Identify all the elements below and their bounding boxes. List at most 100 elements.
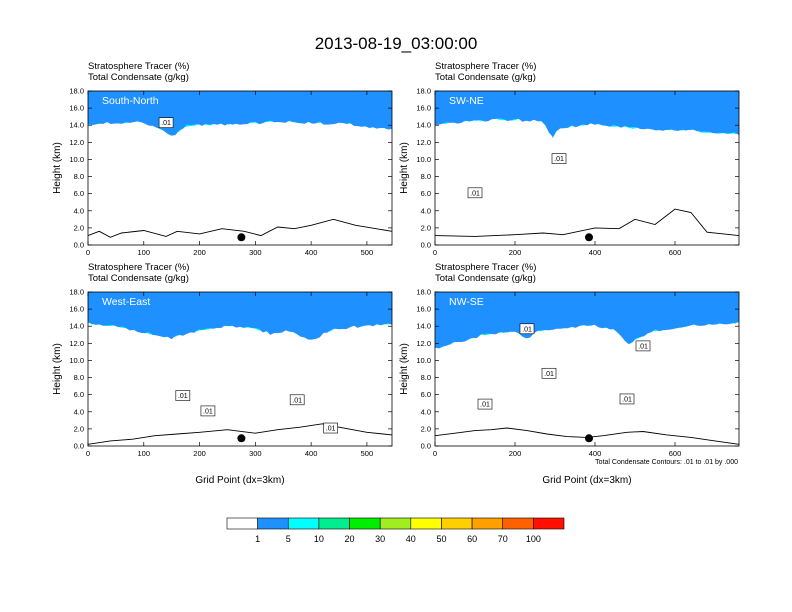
panel-2: .01 .01 .01 .01 West-East Stratosphere Tracer… bbox=[52, 262, 393, 486]
y-tick-label: 6.0 bbox=[74, 390, 84, 399]
colorbar-label: 5 bbox=[286, 534, 291, 544]
x-tick-label: 300 bbox=[249, 248, 262, 257]
location-marker bbox=[237, 233, 246, 242]
x-tick-label: 100 bbox=[138, 248, 151, 257]
colorbar-swatch bbox=[349, 517, 381, 530]
plot-area-2: .01 .01 .01 .01 bbox=[88, 292, 392, 446]
x-tick-label: 600 bbox=[669, 449, 682, 458]
y-axis-label: Height (km) bbox=[52, 343, 63, 395]
colorbar-swatch bbox=[379, 517, 412, 530]
y-tick-label: 0.0 bbox=[74, 442, 84, 451]
x-axis-label: Grid Point (dx=3km) bbox=[195, 475, 284, 486]
contour-label-text: .01 bbox=[326, 426, 336, 433]
plot-area-1: .01 .01 bbox=[435, 91, 739, 245]
colorbar-swatch bbox=[471, 517, 504, 530]
contour-label: .01 bbox=[541, 367, 557, 379]
colorbar-label: 60 bbox=[467, 534, 477, 544]
y-tick-label: 4.0 bbox=[421, 407, 431, 416]
x-tick-label: 300 bbox=[249, 449, 262, 458]
contour-label: .01 bbox=[477, 398, 493, 410]
panel-1: .01 .01 SW-NE Stratosphere Tracer (%)Total … bbox=[399, 61, 740, 257]
plot-frame bbox=[434, 90, 740, 246]
y-tick-label: 16.0 bbox=[69, 104, 84, 113]
y-axis-label: Height (km) bbox=[52, 142, 63, 194]
y-tick-label: 16.0 bbox=[69, 305, 84, 314]
y-tick-label: 10.0 bbox=[416, 356, 431, 365]
panels: .01 South-North Stratosphere Tracer (%) Tot… bbox=[52, 61, 740, 486]
colorbar-label: 20 bbox=[345, 534, 355, 544]
colorbar-label: 100 bbox=[526, 534, 541, 544]
colorbar-swatch bbox=[226, 517, 258, 530]
panel-header-condensate: Total Condensate (g/kg) bbox=[88, 273, 189, 284]
tracer-band-1 bbox=[435, 91, 739, 137]
contour-label-text: .01 bbox=[203, 408, 213, 415]
x-tick-label: 0 bbox=[86, 449, 90, 458]
colorbar-label: 70 bbox=[498, 534, 508, 544]
x-tick-label: 200 bbox=[193, 248, 206, 257]
y-tick-label: 8.0 bbox=[421, 172, 431, 181]
contour-label: .01 bbox=[158, 117, 174, 128]
x-tick-label: 0 bbox=[433, 449, 437, 458]
x-tick-label: 0 bbox=[86, 248, 90, 257]
y-tick-label: 0.0 bbox=[421, 442, 431, 451]
plot-area-3: .01 .01 .01 .01 .01 bbox=[435, 292, 739, 446]
y-tick-label: 10.0 bbox=[69, 155, 84, 164]
contour-label: .01 bbox=[635, 340, 651, 352]
y-tick-label: 12.0 bbox=[69, 339, 84, 348]
colorbar-label: 1 bbox=[255, 534, 260, 544]
y-tick-label: 18.0 bbox=[69, 87, 84, 96]
colorbar-label: 50 bbox=[436, 534, 446, 544]
contour-label-text: .01 bbox=[522, 326, 532, 333]
y-tick-label: 4.0 bbox=[74, 407, 84, 416]
panel-name: West-East bbox=[102, 296, 150, 308]
y-tick-label: 2.0 bbox=[421, 223, 431, 232]
colorbar-label: 10 bbox=[314, 534, 324, 544]
contour-label-text: .01 bbox=[480, 402, 490, 409]
x-tick-label: 400 bbox=[589, 449, 602, 458]
x-tick-label: 100 bbox=[138, 449, 151, 458]
colorbar-swatch bbox=[533, 517, 565, 530]
contour-note: Total Condensate Contours: .01 to .01 by… bbox=[595, 459, 738, 466]
contour-label: .01 bbox=[323, 422, 338, 434]
panel-header-tracer: Stratosphere Tracer (%) bbox=[435, 61, 536, 72]
y-tick-label: 14.0 bbox=[69, 322, 84, 331]
x-tick-label: 600 bbox=[669, 248, 682, 257]
y-tick-label: 4.0 bbox=[421, 206, 431, 215]
y-tick-label: 16.0 bbox=[416, 104, 431, 113]
y-tick-label: 14.0 bbox=[416, 121, 431, 130]
y-tick-label: 6.0 bbox=[421, 189, 431, 198]
contour-label: .01 bbox=[289, 394, 305, 406]
y-tick-label: 16.0 bbox=[416, 305, 431, 314]
contour-label-text: .01 bbox=[292, 397, 302, 404]
location-marker bbox=[585, 233, 593, 242]
contour-label: .01 bbox=[519, 323, 535, 335]
contour-label-text: .01 bbox=[622, 396, 632, 403]
y-tick-label: 8.0 bbox=[421, 373, 431, 382]
contour-label: .01 bbox=[200, 405, 216, 417]
terrain-line bbox=[435, 427, 739, 445]
panel-name: South-North bbox=[102, 95, 159, 107]
figure-title: 2013-08-19_03:00:00 bbox=[315, 34, 478, 53]
contour-label-text: .01 bbox=[178, 393, 188, 400]
x-tick-label: 200 bbox=[509, 449, 522, 458]
y-tick-label: 8.0 bbox=[74, 172, 84, 181]
x-tick-label: 400 bbox=[589, 248, 602, 257]
plot-frame bbox=[87, 291, 393, 447]
colorbar-swatch bbox=[257, 517, 289, 530]
colorbar-label: 40 bbox=[406, 534, 416, 544]
y-tick-label: 6.0 bbox=[74, 189, 84, 198]
tracer-band-1 bbox=[88, 292, 392, 340]
plot-area-0: .01 bbox=[88, 91, 392, 245]
y-tick-label: 2.0 bbox=[421, 424, 431, 433]
contour-label-text: .01 bbox=[544, 371, 554, 378]
y-axis-label: Height (km) bbox=[399, 343, 410, 395]
contour-label-text: .01 bbox=[470, 190, 480, 197]
contour-label-text: .01 bbox=[554, 156, 564, 163]
contour-label-text: .01 bbox=[161, 120, 171, 127]
tracer-band-1 bbox=[435, 292, 739, 349]
terrain-line bbox=[88, 218, 392, 238]
y-tick-label: 18.0 bbox=[69, 288, 84, 297]
colorbar-swatch bbox=[441, 517, 473, 530]
x-tick-label: 200 bbox=[193, 449, 206, 458]
